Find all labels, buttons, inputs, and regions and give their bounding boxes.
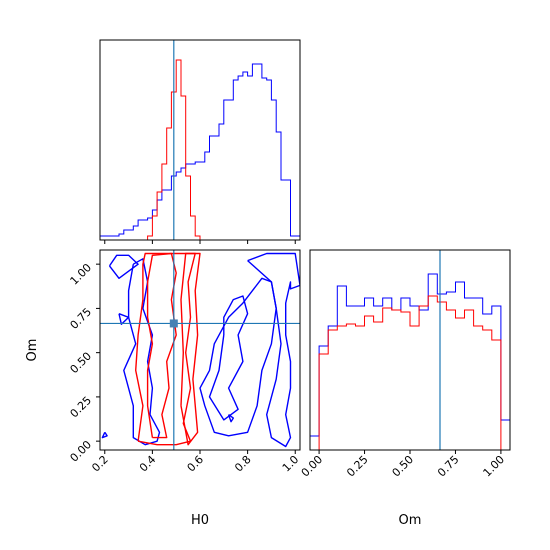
contour-x-tick-label: 0.2 [89,453,111,475]
contour-y-tick-label: 0.50 [68,350,95,377]
truth-marker [169,319,178,328]
contour-x-axis-label: H0 [191,513,209,528]
hist-om-bars [310,273,510,450]
hist-om-x-tick-label: 0.50 [390,453,417,480]
contour-x-tick-label: 0.4 [137,453,159,475]
contour-lines [101,252,300,448]
contour-y-tick-label: 1.00 [68,261,95,288]
contour-series-0-level-3 [118,313,130,325]
histogram-series-1 [310,295,510,450]
contour-series-0-level-6 [247,252,300,448]
hist-om-x-tick-label: 0.00 [299,453,326,480]
contour-x-tick-label: 0.6 [185,453,207,475]
contour-truth-lines [100,250,300,450]
contour-y-tick-label: 0.25 [68,394,95,421]
contour-y-tick-label: 0.75 [68,305,95,332]
contour-series-0-level-5 [199,277,277,437]
histogram-series-0 [310,273,510,437]
contour-x-tick-label: 0.8 [232,453,254,475]
hist-h0-ticks [104,240,296,244]
contour-y-ticks: 0.00 0.25 0.50 0.75 1.00 [68,261,100,465]
histogram-series-1 [100,59,300,240]
hist-om-x-axis-label: Om [399,513,422,528]
contour-x-tick-label: 1.0 [280,453,302,475]
hist-om-x-ticks: 0.00 0.25 0.50 0.75 1.00 [299,450,507,479]
contour-series-0-level-7 [227,414,234,423]
hist-om-x-tick-label: 0.75 [435,453,462,480]
contour-series-0-level-1 [108,254,139,279]
contour-y-tick-label: 0.00 [68,438,95,465]
hist-h0-panel [99,39,301,244]
histogram-series-0 [100,63,300,237]
contour-series-1-level-0 [146,252,177,439]
contour-h0-om-panel: 0.2 0.4 0.6 0.8 1.0 0.000.250.500.751.00 H0 … [25,249,301,528]
contour-series-0-level-2 [101,431,108,439]
hist-h0-frame [99,39,301,241]
contour-series-1-level-2 [180,252,201,446]
hist-om-frame [309,249,511,451]
contour-series-0-level-4 [208,295,249,421]
contour-series-0-level-0 [123,258,161,446]
hist-om-x-tick-label: 0.25 [344,453,371,480]
hist-om-x-tick-label: 1.00 [481,453,508,480]
contour-series-1-level-1 [135,252,196,446]
contour-y-axis-label: Om [25,339,40,362]
hist-om-panel: 0.00 0.25 0.50 0.75 1.00 Om [299,249,511,528]
contour-x-ticks: 0.2 0.4 0.6 0.8 1.0 [89,450,301,474]
hist-h0-bars [100,59,300,240]
